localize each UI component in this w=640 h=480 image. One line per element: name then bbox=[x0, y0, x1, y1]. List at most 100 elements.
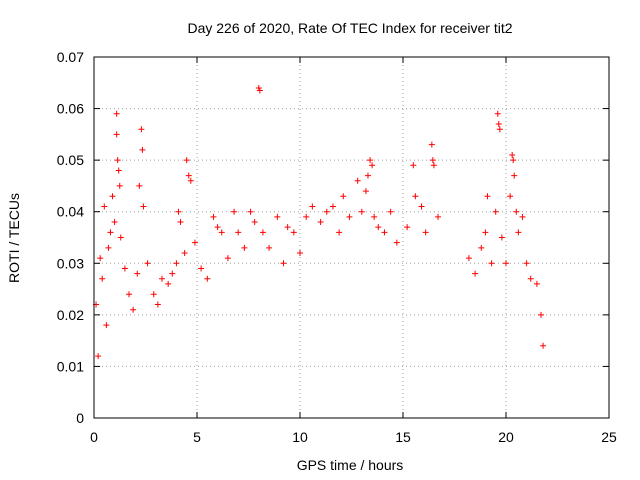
data-point bbox=[185, 172, 192, 179]
data-point bbox=[139, 146, 146, 153]
y-tick-label: 0.03 bbox=[57, 255, 84, 271]
data-point bbox=[183, 157, 190, 164]
data-point bbox=[126, 291, 133, 298]
data-point bbox=[465, 255, 472, 262]
x-tick-label: 5 bbox=[193, 429, 201, 445]
data-point bbox=[198, 265, 205, 272]
data-point bbox=[435, 213, 442, 220]
data-point bbox=[387, 208, 394, 215]
data-point bbox=[495, 121, 502, 128]
data-point bbox=[97, 255, 104, 262]
data-point bbox=[303, 213, 310, 220]
data-point bbox=[533, 280, 540, 287]
data-point bbox=[95, 353, 102, 360]
data-point bbox=[214, 224, 221, 231]
data-point bbox=[478, 244, 485, 251]
data-point bbox=[507, 193, 514, 200]
data-point bbox=[158, 275, 165, 282]
data-point bbox=[309, 203, 316, 210]
data-point bbox=[191, 239, 198, 246]
data-point bbox=[519, 213, 526, 220]
data-point bbox=[393, 239, 400, 246]
data-point bbox=[418, 203, 425, 210]
scatter-points bbox=[93, 84, 547, 360]
x-tick-label: 10 bbox=[292, 429, 308, 445]
y-tick-label: 0.05 bbox=[57, 152, 84, 168]
data-point bbox=[381, 229, 388, 236]
data-point bbox=[346, 213, 353, 220]
data-point bbox=[111, 219, 118, 226]
data-point bbox=[181, 249, 188, 256]
x-tick-label: 25 bbox=[601, 429, 617, 445]
y-tick-label: 0.06 bbox=[57, 101, 84, 117]
data-point bbox=[492, 208, 499, 215]
chart-title: Day 226 of 2020, Rate Of TEC Index for r… bbox=[187, 20, 512, 36]
data-point bbox=[290, 229, 297, 236]
axis-ticks: 0 5 10 15 20 25 0 0.01 0.02 0.03 0.04 0.05 0.06 0.07 bbox=[57, 49, 617, 445]
data-point bbox=[317, 219, 324, 226]
grid-lines bbox=[94, 57, 609, 418]
data-point bbox=[134, 270, 141, 277]
data-point bbox=[113, 110, 120, 117]
x-axis-label: GPS time / hours bbox=[297, 457, 404, 473]
data-point bbox=[173, 260, 180, 267]
data-point bbox=[430, 162, 437, 169]
data-point bbox=[109, 193, 116, 200]
data-point bbox=[404, 224, 411, 231]
plot-frame bbox=[93, 56, 610, 419]
y-tick-label: 0.01 bbox=[57, 358, 84, 374]
data-point bbox=[284, 224, 291, 231]
data-point bbox=[364, 172, 371, 179]
data-point bbox=[371, 213, 378, 220]
data-point bbox=[107, 229, 114, 236]
data-point bbox=[375, 224, 382, 231]
data-point bbox=[116, 182, 123, 189]
data-point bbox=[422, 229, 429, 236]
data-point bbox=[105, 244, 112, 251]
data-point bbox=[256, 87, 263, 94]
x-tick-label: 15 bbox=[395, 429, 411, 445]
data-point bbox=[488, 260, 495, 267]
data-point bbox=[358, 208, 365, 215]
data-point bbox=[515, 229, 522, 236]
data-point bbox=[362, 188, 369, 195]
data-point bbox=[241, 244, 248, 251]
x-tick-label: 20 bbox=[498, 429, 514, 445]
data-point bbox=[235, 229, 242, 236]
data-point bbox=[130, 306, 137, 313]
data-point bbox=[115, 167, 122, 174]
data-point bbox=[509, 151, 516, 158]
data-point bbox=[113, 131, 120, 138]
data-point bbox=[340, 193, 347, 200]
data-point bbox=[218, 229, 225, 236]
data-point bbox=[177, 219, 184, 226]
data-point bbox=[354, 177, 361, 184]
data-point bbox=[297, 249, 303, 256]
data-point bbox=[255, 84, 262, 91]
data-point bbox=[523, 260, 530, 267]
data-point bbox=[204, 275, 211, 282]
data-point bbox=[251, 219, 258, 226]
data-point bbox=[538, 311, 545, 318]
data-point bbox=[484, 193, 491, 200]
data-point bbox=[224, 255, 231, 262]
data-point bbox=[114, 157, 121, 164]
data-point bbox=[231, 208, 238, 215]
data-point bbox=[527, 275, 534, 282]
data-point bbox=[329, 203, 336, 210]
data-point bbox=[510, 157, 517, 164]
data-point bbox=[428, 141, 435, 148]
y-tick-label: 0.07 bbox=[57, 49, 84, 65]
data-point bbox=[429, 157, 436, 164]
data-point bbox=[140, 203, 147, 210]
data-point bbox=[259, 229, 266, 236]
x-tick-label: 0 bbox=[90, 429, 98, 445]
data-point bbox=[503, 260, 509, 267]
data-point bbox=[336, 229, 343, 236]
data-point bbox=[280, 260, 287, 267]
data-point bbox=[498, 234, 505, 241]
data-point bbox=[99, 275, 106, 282]
data-point bbox=[513, 208, 520, 215]
data-point bbox=[494, 110, 501, 117]
